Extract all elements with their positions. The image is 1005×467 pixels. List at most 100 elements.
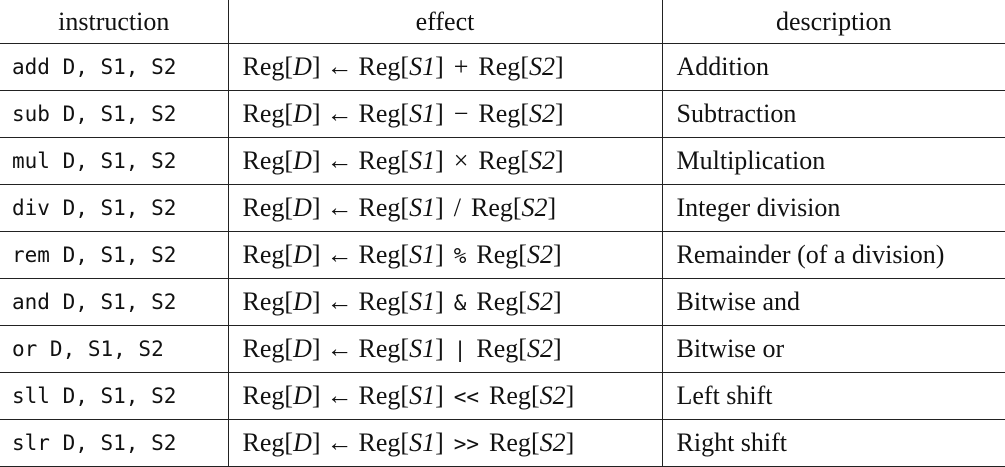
effect-close: ] xyxy=(435,99,444,128)
effect-arrow: ← xyxy=(326,287,353,316)
effect-open: [ xyxy=(284,193,294,222)
effect-close: ] xyxy=(311,193,321,222)
effect-close: ] xyxy=(435,334,444,363)
header-row: instruction effect description xyxy=(0,0,1005,44)
effect-op: & xyxy=(453,291,467,315)
effect-open: [ xyxy=(518,240,527,269)
effect-dest: D xyxy=(293,193,312,222)
effect-reg: Reg xyxy=(358,381,401,410)
effect-reg: Reg xyxy=(358,334,401,363)
table-row: sll D, S1, S2 Reg[D] ← Reg[S1] << Reg[S2] Left… xyxy=(0,372,1005,420)
effect-src2: S2 xyxy=(539,428,566,457)
effect-dest: D xyxy=(293,381,312,410)
table-body: add D, S1, S2 Reg[D] ← Reg[S1] + Reg[S2] Addit… xyxy=(0,43,1005,467)
effect-arrow: ← xyxy=(326,381,353,410)
description-cell: Subtraction xyxy=(662,90,1005,138)
effect-src1: S1 xyxy=(409,193,436,222)
effect-close: ] xyxy=(435,52,444,81)
effect-close: ] xyxy=(435,428,444,457)
effect-reg: Reg xyxy=(478,52,521,81)
effect-reg: Reg xyxy=(242,334,285,363)
effect-reg: Reg xyxy=(476,240,519,269)
effect-op: + xyxy=(453,52,469,81)
effect-reg: Reg xyxy=(470,193,513,222)
effect-reg: Reg xyxy=(358,428,401,457)
effect-cell: Reg[D] ← Reg[S1] | Reg[S2] xyxy=(227,325,663,373)
table-row: or D, S1, S2 Reg[D] ← Reg[S1] | Reg[S2] Bitwis… xyxy=(0,325,1005,373)
effect-open: [ xyxy=(400,287,410,316)
effect-open: [ xyxy=(400,334,410,363)
instruction-cell: add D, S1, S2 xyxy=(0,43,228,91)
effect-close: ] xyxy=(554,99,564,128)
effect-dest: D xyxy=(293,99,312,128)
effect-reg: Reg xyxy=(358,99,401,128)
effect-src2: S2 xyxy=(528,99,555,128)
description-cell: Bitwise or xyxy=(662,325,1005,373)
effect-open: [ xyxy=(400,428,410,457)
effect-close: ] xyxy=(311,287,321,316)
header-description: description xyxy=(662,0,1005,44)
effect-open: [ xyxy=(400,193,410,222)
effect-open: [ xyxy=(400,240,410,269)
effect-op: / xyxy=(453,193,461,222)
effect-dest: D xyxy=(293,146,312,175)
effect-close: ] xyxy=(311,428,321,457)
effect-src1: S1 xyxy=(409,287,436,316)
table-row: rem D, S1, S2 Reg[D] ← Reg[S1]% Reg[S2] Remai… xyxy=(0,231,1005,279)
effect-arrow: ← xyxy=(326,334,353,363)
effect-reg: Reg xyxy=(242,287,285,316)
effect-reg: Reg xyxy=(242,381,285,410)
effect-cell: Reg[D] ← Reg[S1] × Reg[S2] xyxy=(227,137,663,185)
effect-open: [ xyxy=(284,240,294,269)
effect-reg: Reg xyxy=(358,287,401,316)
effect-close: ] xyxy=(311,240,321,269)
effect-cell: Reg[D] ← Reg[S1] & Reg[S2] xyxy=(227,278,663,326)
effect-open: [ xyxy=(520,99,529,128)
effect-op: × xyxy=(453,146,469,175)
effect-cell: Reg[D] ← Reg[S1] − Reg[S2] xyxy=(227,90,663,138)
effect-close: ] xyxy=(311,146,321,175)
table-row: sub D, S1, S2 Reg[D] ← Reg[S1] − Reg[S2] Subtr… xyxy=(0,90,1005,138)
effect-open: [ xyxy=(518,334,527,363)
description-cell: Left shift xyxy=(662,372,1005,420)
effect-reg: Reg xyxy=(489,428,531,457)
effect-open: [ xyxy=(400,99,410,128)
effect-cell: Reg[D] ← Reg[S1] << Reg[S2] xyxy=(227,372,663,420)
table-row: and D, S1, S2 Reg[D] ← Reg[S1] & Reg[S2] Bitwi… xyxy=(0,278,1005,326)
effect-open: [ xyxy=(518,287,527,316)
effect-op: >> xyxy=(453,432,480,456)
effect-open: [ xyxy=(400,146,410,175)
effect-close: ] xyxy=(552,334,562,363)
effect-close: ] xyxy=(435,193,444,222)
effect-open: [ xyxy=(284,99,294,128)
effect-close: ] xyxy=(552,287,562,316)
effect-src2: S2 xyxy=(528,52,555,81)
effect-open: [ xyxy=(530,381,540,410)
effect-src1: S1 xyxy=(409,52,436,81)
effect-reg: Reg xyxy=(478,146,521,175)
effect-dest: D xyxy=(293,240,312,269)
effect-close: ] xyxy=(435,240,444,269)
effect-src2: S2 xyxy=(526,240,553,269)
effect-reg: Reg xyxy=(358,146,401,175)
effect-open: [ xyxy=(400,381,410,410)
effect-dest: D xyxy=(293,428,312,457)
effect-close: ] xyxy=(311,99,321,128)
effect-dest: D xyxy=(293,52,312,81)
effect-close: ] xyxy=(435,381,444,410)
header-instruction: instruction xyxy=(0,0,228,44)
effect-reg: Reg xyxy=(242,428,285,457)
header-effect: effect xyxy=(227,0,663,44)
effect-arrow: ← xyxy=(326,99,353,128)
effect-reg: Reg xyxy=(358,52,401,81)
effect-src1: S1 xyxy=(409,146,436,175)
effect-close: ] xyxy=(547,193,557,222)
effect-src1: S1 xyxy=(409,428,436,457)
effect-op: << xyxy=(453,385,480,409)
effect-src1: S1 xyxy=(409,334,436,363)
effect-cell: Reg[D] ← Reg[S1] >> Reg[S2] xyxy=(227,419,663,467)
table-row: add D, S1, S2 Reg[D] ← Reg[S1] + Reg[S2] Addit… xyxy=(0,43,1005,91)
effect-dest: D xyxy=(293,334,312,363)
